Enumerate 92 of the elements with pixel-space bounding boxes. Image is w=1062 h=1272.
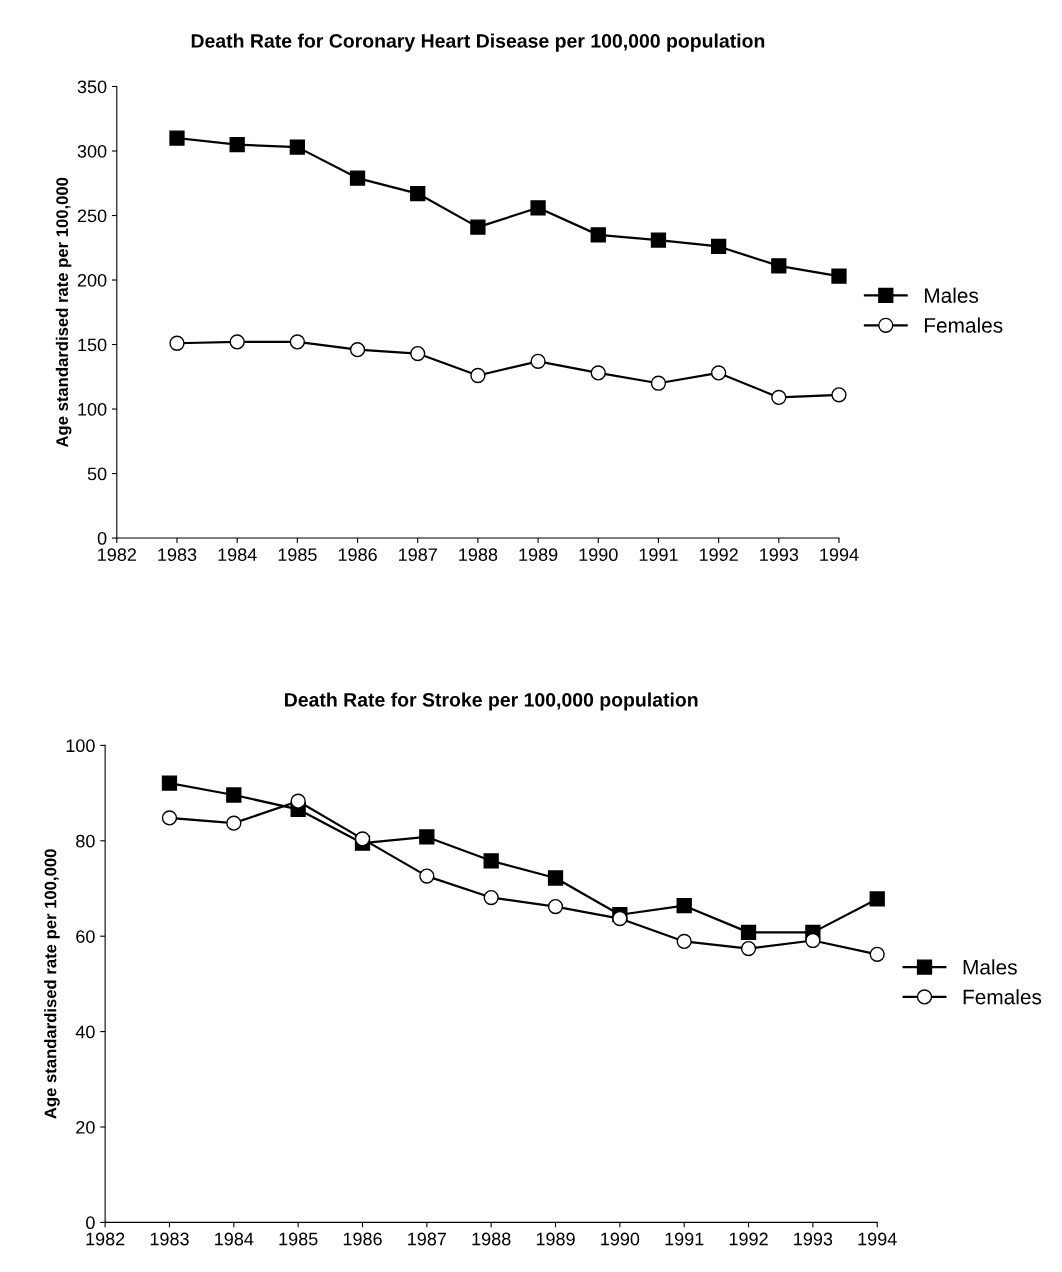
point bbox=[710, 238, 727, 255]
point bbox=[229, 334, 245, 350]
point bbox=[483, 889, 499, 906]
point bbox=[229, 136, 245, 153]
point bbox=[410, 185, 426, 202]
y-tick-label: 300 bbox=[77, 144, 107, 158]
point bbox=[547, 870, 564, 886]
point bbox=[710, 365, 727, 381]
y-tick-label: 250 bbox=[77, 209, 107, 223]
point bbox=[740, 924, 757, 941]
point bbox=[226, 787, 242, 803]
y-axis-title: Age standardised rate per 100,000 bbox=[44, 849, 60, 1119]
point bbox=[676, 898, 692, 914]
y-tick-label: 50 bbox=[87, 467, 107, 481]
point bbox=[161, 810, 178, 826]
x-tick-label: 1991 bbox=[665, 1232, 704, 1246]
point bbox=[470, 367, 486, 384]
point bbox=[869, 946, 885, 962]
x-tick-label: 1988 bbox=[459, 548, 498, 562]
y-tick-label: 0 bbox=[97, 531, 107, 545]
point bbox=[349, 170, 366, 186]
y-tick-label: 0 bbox=[86, 1216, 95, 1230]
x-tick-label: 1984 bbox=[215, 1232, 254, 1246]
point bbox=[590, 365, 606, 381]
y-axis-title: Age standardised rate per 100,000 bbox=[55, 177, 72, 448]
point bbox=[805, 932, 821, 949]
point bbox=[161, 775, 178, 791]
y-tick-label: 200 bbox=[77, 273, 107, 287]
y-tick-label: 80 bbox=[76, 834, 95, 848]
y-tick-label: 60 bbox=[76, 930, 95, 943]
point bbox=[771, 258, 787, 274]
point bbox=[547, 898, 564, 915]
x-tick-label: 1990 bbox=[601, 1232, 640, 1246]
x-tick-label: 1989 bbox=[519, 548, 558, 562]
x-tick-label: 1985 bbox=[279, 1232, 318, 1246]
point bbox=[676, 933, 692, 950]
x-tick-label: 1983 bbox=[158, 548, 197, 562]
point bbox=[169, 335, 185, 351]
point bbox=[289, 334, 305, 350]
point bbox=[483, 853, 499, 869]
point bbox=[590, 227, 606, 243]
x-tick-label: 1983 bbox=[150, 1232, 189, 1246]
x-tick-label: 1988 bbox=[472, 1232, 511, 1246]
point bbox=[470, 219, 486, 235]
point bbox=[612, 910, 628, 927]
point bbox=[289, 139, 305, 155]
y-tick-label: 20 bbox=[76, 1120, 95, 1134]
y-tick-label: 100 bbox=[66, 739, 95, 753]
x-tick-label: 1986 bbox=[338, 548, 377, 562]
legend-label: Females bbox=[963, 989, 1042, 1005]
y-tick-label: 150 bbox=[78, 338, 107, 352]
x-tick-label: 1982 bbox=[86, 1232, 125, 1246]
point bbox=[831, 268, 847, 284]
x-tick-label: 1987 bbox=[399, 548, 437, 562]
point bbox=[226, 815, 242, 831]
point bbox=[650, 232, 667, 248]
x-tick-label: 1990 bbox=[579, 548, 618, 562]
x-tick-label: 1992 bbox=[699, 548, 738, 562]
point bbox=[169, 130, 185, 146]
x-tick-label: 1993 bbox=[794, 1232, 833, 1246]
x-tick-label: 1989 bbox=[536, 1232, 575, 1246]
legend-label: Females bbox=[924, 317, 1003, 333]
point bbox=[869, 891, 885, 907]
x-tick-label: 1984 bbox=[218, 548, 257, 562]
point bbox=[831, 387, 847, 403]
point bbox=[650, 375, 667, 391]
point bbox=[771, 389, 787, 406]
y-tick-label: 40 bbox=[75, 1025, 95, 1039]
legend-label: Males bbox=[963, 959, 1017, 975]
x-tick-label: 1991 bbox=[639, 548, 678, 562]
point bbox=[530, 200, 546, 216]
point bbox=[410, 345, 426, 362]
y-tick-label: 100 bbox=[78, 402, 107, 416]
x-tick-label: 1987 bbox=[408, 1232, 447, 1246]
point bbox=[349, 342, 366, 358]
point bbox=[290, 793, 306, 809]
x-tick-label: 1986 bbox=[343, 1232, 382, 1246]
y-tick-label: 350 bbox=[77, 80, 107, 94]
chart-title: Death Rate for Stroke per 100,000 population bbox=[285, 692, 698, 711]
x-tick-label: 1994 bbox=[858, 1232, 897, 1246]
chart-title: Death Rate for Coronary Heart Disease per 100,000 population bbox=[191, 33, 765, 52]
legend-label: Males bbox=[924, 287, 979, 303]
x-tick-label: 1985 bbox=[278, 548, 317, 562]
point bbox=[354, 831, 371, 847]
point bbox=[419, 868, 435, 884]
point bbox=[530, 353, 546, 369]
x-tick-label: 1992 bbox=[729, 1232, 768, 1246]
point bbox=[740, 940, 757, 957]
x-tick-label: 1994 bbox=[820, 548, 859, 562]
point bbox=[419, 829, 435, 845]
x-tick-label: 1993 bbox=[760, 548, 799, 562]
x-tick-label: 1982 bbox=[98, 548, 136, 562]
